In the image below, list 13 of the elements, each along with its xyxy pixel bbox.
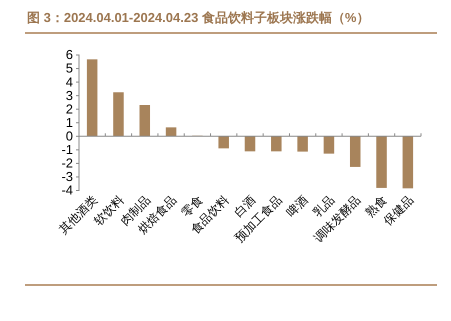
y-tick-label: 0: [66, 128, 73, 144]
y-tick-label: -2: [61, 156, 73, 171]
y-tick-label: 2: [66, 101, 73, 116]
y-tick-label: 5: [66, 60, 73, 76]
y-tick-label: -1: [61, 142, 73, 158]
y-tick-label: 1: [66, 114, 73, 130]
y-tick-label: 4: [66, 74, 73, 90]
chart-title: 图 3：2024.04.01-2024.04.23 食品饮料子板块涨跌幅（%）: [27, 10, 370, 25]
y-tick-label: -3: [61, 169, 73, 184]
y-tick-label: 3: [66, 88, 73, 103]
y-tick-label: -4: [61, 182, 73, 198]
x-tick-label: 啤酒: [284, 192, 311, 220]
y-tick-label: 6: [66, 47, 73, 62]
